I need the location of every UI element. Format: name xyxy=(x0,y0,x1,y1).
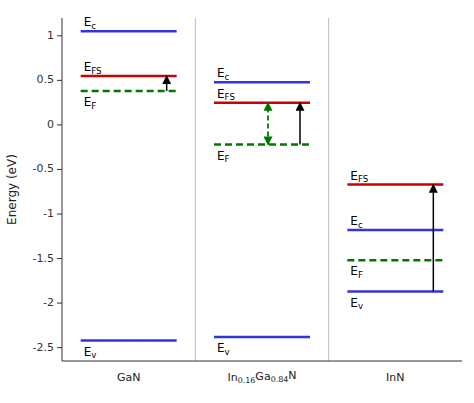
y-tick xyxy=(57,124,62,125)
arrow xyxy=(299,103,301,145)
y-tick xyxy=(57,347,62,348)
y-tick xyxy=(57,258,62,259)
y-tick xyxy=(57,214,62,215)
x-tick-label: InN xyxy=(386,371,404,384)
y-tick xyxy=(57,80,62,81)
level-label: Ec xyxy=(217,66,230,82)
x-tick-label: GaN xyxy=(117,371,141,384)
y-axis xyxy=(62,18,63,361)
energy-level xyxy=(214,336,310,339)
energy-level xyxy=(347,259,443,262)
y-tick xyxy=(57,169,62,170)
separator xyxy=(195,18,196,361)
y-tick-label: 0 xyxy=(47,118,54,131)
y-tick-label: -2.5 xyxy=(33,341,54,354)
y-tick-label: -1.5 xyxy=(33,252,54,265)
plot-area xyxy=(81,31,444,340)
level-label: Ec xyxy=(84,15,97,31)
level-label: EF xyxy=(350,264,363,280)
level-label: Ev xyxy=(350,296,363,312)
x-axis xyxy=(62,361,462,362)
level-label: EFS xyxy=(84,60,102,76)
level-label: Ec xyxy=(350,214,363,230)
y-tick-label: 1 xyxy=(47,29,54,42)
level-label: EF xyxy=(84,95,97,111)
y-tick-label: 0.5 xyxy=(37,73,55,86)
energy-level xyxy=(81,339,177,342)
level-label: EF xyxy=(217,149,230,165)
y-tick-label: -1 xyxy=(43,207,54,220)
y-tick-label: -0.5 xyxy=(33,162,54,175)
energy-level xyxy=(214,143,310,146)
level-label: EFS xyxy=(350,169,368,185)
arrow xyxy=(166,76,168,91)
y-axis-label: Energy (eV) xyxy=(5,154,19,225)
y-tick-label: -2 xyxy=(43,296,54,309)
level-label: EFS xyxy=(217,87,235,103)
level-label: Ev xyxy=(217,341,230,357)
energy-level xyxy=(81,90,177,93)
y-tick xyxy=(57,303,62,304)
separator xyxy=(328,18,329,361)
energy-level xyxy=(347,290,443,293)
y-tick xyxy=(57,35,62,36)
x-tick-label: In0.16Ga0.84N xyxy=(228,369,297,385)
level-label: Ev xyxy=(84,345,97,361)
arrow xyxy=(433,185,435,292)
arrow xyxy=(267,103,269,145)
